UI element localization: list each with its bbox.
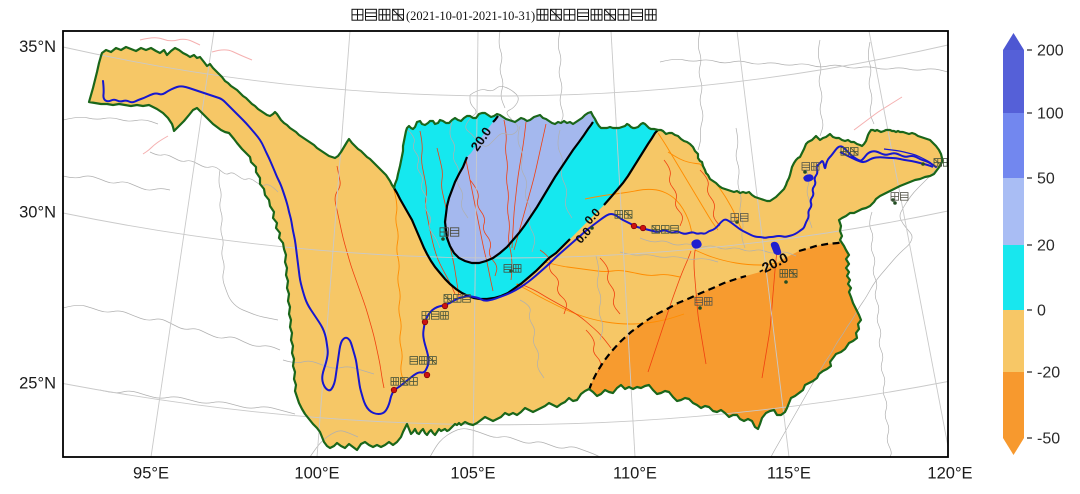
svg-text:-20: -20 [1037, 365, 1060, 382]
svg-text:110°E: 110°E [613, 465, 657, 483]
svg-text:30°N: 30°N [19, 204, 56, 222]
svg-text:115°E: 115°E [767, 465, 811, 483]
svg-text:(2021-10-01-2021-10-31): (2021-10-01-2021-10-31) [406, 9, 535, 23]
svg-text:100: 100 [1037, 106, 1064, 123]
svg-text:100°E: 100°E [294, 465, 339, 483]
svg-text:20: 20 [1037, 238, 1055, 255]
svg-text:0: 0 [1037, 303, 1046, 320]
svg-text:-50: -50 [1037, 431, 1060, 448]
svg-text:50: 50 [1037, 171, 1055, 188]
svg-text:25°N: 25°N [19, 375, 56, 393]
svg-text:120°E: 120°E [927, 465, 972, 483]
svg-text:35°N: 35°N [19, 38, 56, 56]
svg-text:105°E: 105°E [450, 465, 495, 483]
svg-text:200: 200 [1037, 43, 1064, 60]
svg-text:95°E: 95°E [133, 465, 169, 483]
